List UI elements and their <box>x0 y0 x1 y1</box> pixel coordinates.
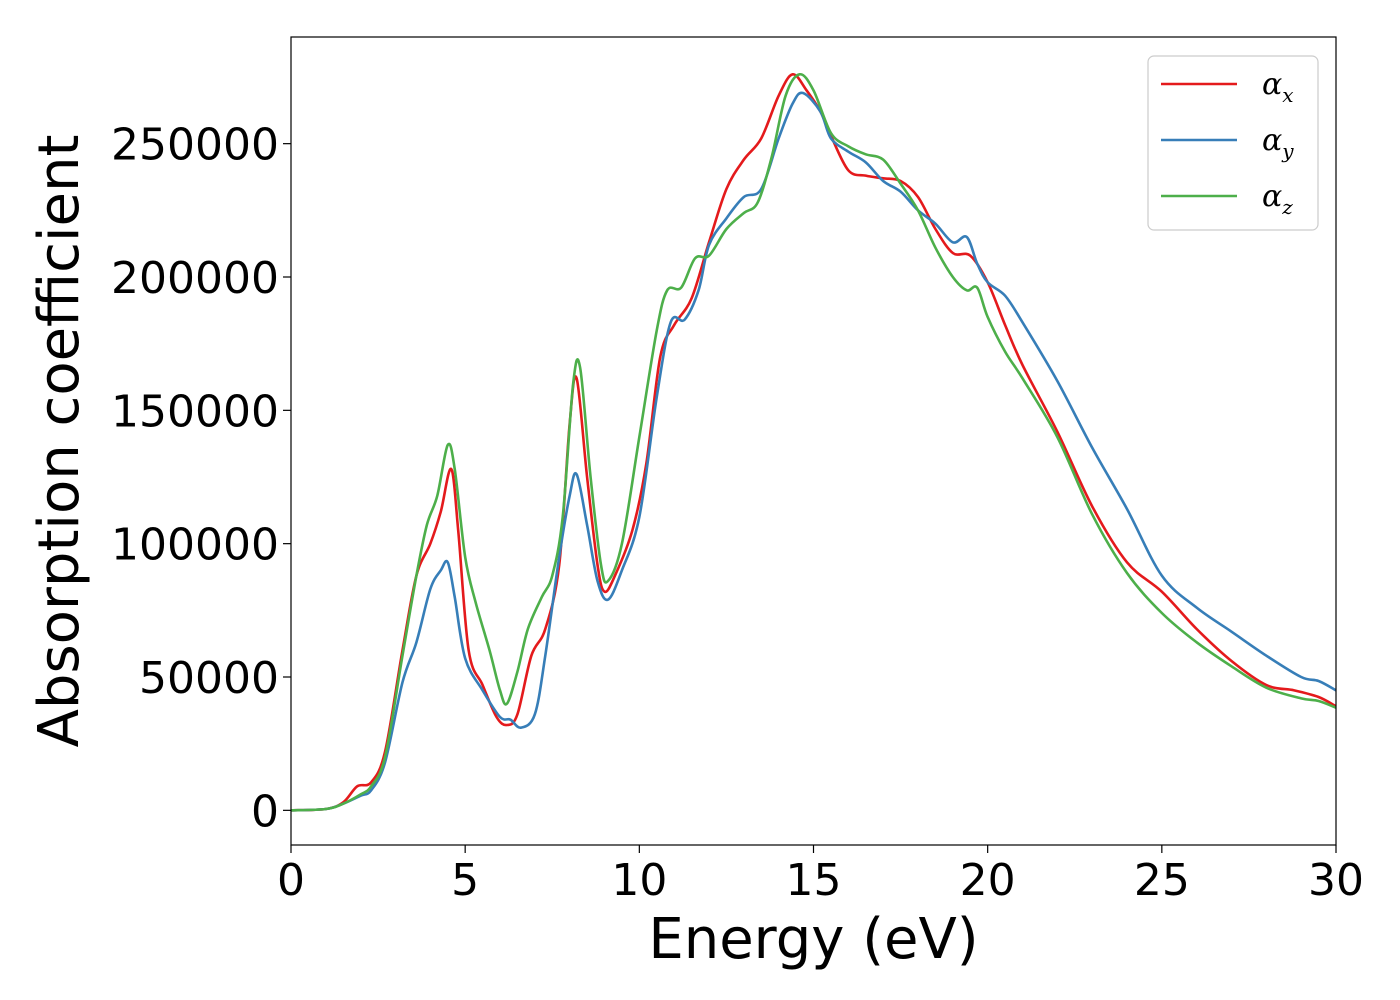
x-tick-label: 20 <box>960 855 1016 906</box>
x-axis-title: Energy (eV) <box>648 907 978 972</box>
series-line-x <box>290 73 1337 812</box>
y-axis-ticks: 0 50000 100000 150000 200000 250000 <box>111 120 291 837</box>
y-tick-label: 250000 <box>111 120 279 171</box>
legend-label-z: αz <box>1262 179 1293 219</box>
x-tick-label: 0 <box>277 855 305 906</box>
legend-box <box>1147 55 1319 231</box>
x-tick-label: 5 <box>451 855 479 906</box>
legend-label-x: αx <box>1262 67 1294 107</box>
legend-label-y: αy <box>1262 123 1294 163</box>
y-tick-label: 100000 <box>111 520 279 571</box>
x-axis-ticks: 0 5 10 15 20 25 30 <box>277 845 1364 906</box>
y-tick-label: 50000 <box>139 653 279 704</box>
series-line-y <box>290 91 1337 812</box>
x-tick-label: 25 <box>1134 855 1190 906</box>
series-line-z <box>290 73 1337 812</box>
plot-lines <box>290 73 1337 812</box>
y-tick-label: 0 <box>251 786 279 837</box>
y-tick-label: 150000 <box>111 386 279 437</box>
x-tick-label: 30 <box>1308 855 1364 906</box>
legend: αx αy αz <box>1147 55 1319 231</box>
x-tick-label: 15 <box>786 855 842 906</box>
x-tick-label: 10 <box>611 855 667 906</box>
y-tick-label: 200000 <box>111 253 279 304</box>
y-axis-title: Absorption coefficient <box>27 135 92 748</box>
